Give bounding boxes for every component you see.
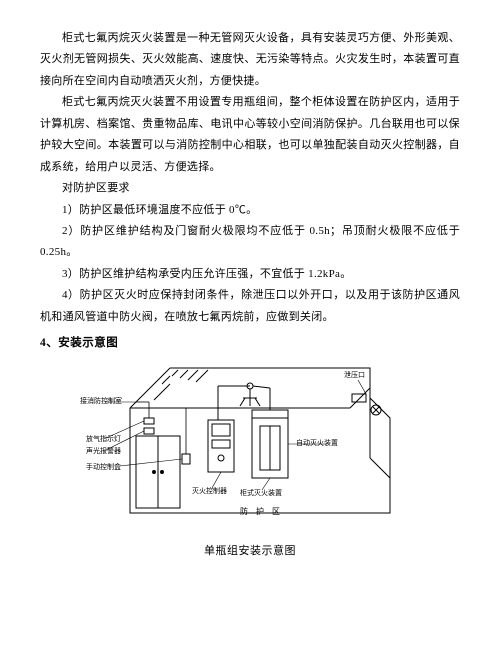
label-ctrl: 灭火控制器: [192, 488, 227, 495]
paragraph-1: 柜式七氟丙烷灭火装置是一种无管网灭火设备，具有安装灵巧方便、外形美观、灭火剂无管…: [40, 28, 460, 92]
label-light: 放气指示灯: [86, 436, 121, 443]
label-auto: 自动灭火装置: [296, 440, 338, 447]
diagram-caption: 单瓶组安装示意图: [204, 542, 296, 558]
req-3: 3）防护区维护结构承受内压允许压强，不宜低于 1.2kPa。: [40, 264, 460, 285]
install-diagram: 接消防控制室 放气指示灯 声光报警器 手动控制盒 灭火控制器 柜式灭火装置 自动…: [100, 358, 400, 528]
section-head-install: 4、安装示意图: [40, 334, 460, 350]
req-2: 2）防护区维护结构及门窗耐火极限均不应低于 0.5h；吊顶耐火极限不应低于 0.…: [40, 221, 460, 264]
label-alarm: 声光报警器: [86, 448, 121, 455]
diagram-wrap: 接消防控制室 放气指示灯 声光报警器 手动控制盒 灭火控制器 柜式灭火装置 自动…: [40, 358, 460, 558]
req-1: 1）防护区最低环境温度不应低于 0℃。: [40, 200, 460, 221]
req-4: 4）防护区灭火时应保持封闭条件，除泄压口以外开口，以及用于该防护区通风机和通风管…: [40, 285, 460, 328]
label-cabinet: 柜式灭火装置: [240, 490, 282, 497]
label-zone: 防 护 区: [240, 508, 283, 516]
label-pressure: 泄压口: [344, 372, 365, 379]
label-manual: 手动控制盒: [86, 464, 121, 471]
diagram-svg: [100, 358, 400, 528]
paragraph-2: 柜式七氟丙烷灭火装置不用设置专用瓶组间，整个柜体设置在防护区内，适用于计算机房、…: [40, 92, 460, 178]
label-connect: 接消防控制室: [80, 398, 122, 405]
req-head: 对防护区要求: [40, 178, 460, 199]
